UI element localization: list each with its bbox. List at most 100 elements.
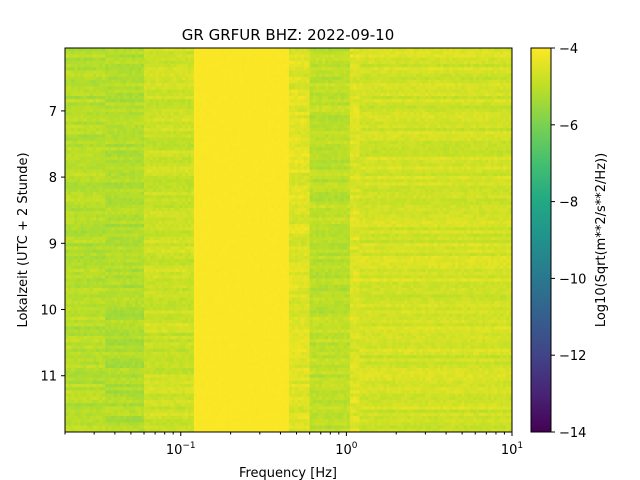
heatmap-cell — [77, 377, 82, 382]
heatmap-cell — [89, 105, 94, 110]
heatmap-cell — [77, 89, 82, 94]
heatmap-cell — [111, 172, 115, 177]
heatmap-cell — [120, 96, 124, 100]
heatmap-cell — [68, 332, 72, 337]
heatmap-cell — [68, 188, 72, 193]
heatmap-cell — [71, 236, 75, 241]
heatmap-cell — [83, 400, 88, 404]
heatmap-cell — [92, 320, 97, 324]
heatmap-cell — [74, 201, 78, 206]
heatmap-cell — [120, 329, 124, 334]
heatmap-cell — [129, 201, 133, 206]
heatmap-cell — [123, 220, 127, 225]
heatmap-cell — [99, 409, 103, 414]
heatmap-cell — [71, 412, 75, 417]
heatmap-cell — [132, 313, 136, 318]
heatmap-cell — [65, 185, 69, 190]
heatmap-cell — [123, 185, 127, 190]
heatmap-cell — [65, 310, 69, 315]
heatmap-cell — [111, 96, 115, 100]
heatmap-cell — [77, 105, 82, 110]
heatmap-cell — [89, 336, 94, 340]
heatmap-cell — [120, 208, 124, 212]
heatmap-cell — [71, 419, 75, 423]
heatmap-cell — [126, 60, 130, 65]
heatmap-cell — [68, 384, 72, 388]
heatmap-cell — [138, 118, 142, 123]
heatmap-cell — [92, 160, 97, 164]
heatmap-cell — [111, 54, 115, 59]
heatmap-cell — [138, 240, 142, 244]
heatmap-cell — [83, 115, 88, 119]
heatmap-cell — [65, 384, 69, 388]
heatmap-cell — [123, 297, 127, 302]
heatmap-cell — [114, 144, 118, 148]
heatmap-cell — [120, 313, 124, 318]
heatmap-cell — [129, 92, 133, 97]
heatmap-cell — [80, 201, 85, 206]
heatmap-cell — [80, 204, 85, 209]
heatmap-cell — [68, 83, 72, 87]
heatmap-cell — [126, 76, 130, 81]
heatmap-cell — [126, 54, 130, 59]
heatmap-cell — [68, 313, 72, 318]
heatmap-cell — [68, 387, 72, 391]
heatmap-cell — [102, 352, 106, 356]
heatmap-cell — [108, 195, 112, 199]
heatmap-cell — [120, 102, 124, 107]
heatmap-cell — [117, 220, 121, 225]
heatmap-cell — [89, 262, 94, 267]
heatmap-cell — [68, 201, 72, 206]
heatmap-cell — [74, 403, 78, 407]
heatmap-cell — [89, 256, 94, 260]
heatmap-cell — [86, 230, 91, 235]
heatmap-cell — [92, 336, 97, 340]
heatmap-cell — [135, 188, 139, 193]
heatmap-cell — [77, 128, 82, 132]
heatmap-cell — [86, 278, 91, 283]
heatmap-cell — [111, 278, 115, 283]
heatmap-cell — [105, 169, 109, 174]
heatmap-cell — [111, 166, 115, 171]
heatmap-cell — [117, 249, 121, 254]
heatmap-cell — [95, 288, 100, 292]
heatmap-cell — [65, 156, 69, 161]
heatmap-cell — [89, 192, 94, 196]
heatmap-cell — [120, 214, 124, 219]
heatmap-cell — [86, 201, 91, 206]
heatmap-cell — [120, 166, 124, 171]
heatmap-cell — [102, 233, 106, 238]
heatmap-cell — [132, 256, 136, 260]
heatmap-cell — [74, 380, 78, 385]
heatmap-cell — [111, 336, 115, 340]
heatmap-cell — [117, 316, 121, 321]
heatmap-cell — [114, 224, 118, 228]
heatmap-cell — [141, 60, 145, 65]
heatmap-cell — [102, 323, 106, 327]
heatmap-cell — [83, 105, 88, 110]
heatmap-cell — [89, 131, 94, 135]
heatmap-cell — [92, 240, 97, 244]
heatmap-cell — [108, 70, 112, 75]
heatmap-cell — [74, 160, 78, 164]
heatmap-cell — [141, 160, 145, 164]
heatmap-cell — [123, 211, 127, 215]
heatmap-cell — [71, 198, 75, 203]
heatmap-cell — [80, 304, 85, 308]
heatmap-cell — [86, 310, 91, 315]
heatmap-cell — [120, 156, 124, 161]
heatmap-cell — [86, 368, 91, 372]
heatmap-cell — [92, 371, 97, 375]
heatmap-cell — [129, 316, 133, 321]
heatmap-cell — [92, 265, 97, 270]
heatmap-cell — [71, 99, 75, 103]
heatmap-cell — [123, 300, 127, 305]
heatmap-cell — [138, 86, 142, 91]
heatmap-cell — [135, 182, 139, 187]
heatmap-cell — [129, 256, 133, 260]
heatmap-cell — [141, 307, 145, 311]
heatmap-cell — [132, 51, 136, 55]
heatmap-cell — [74, 259, 78, 263]
heatmap-cell — [99, 323, 103, 327]
heatmap-cell — [80, 345, 85, 350]
